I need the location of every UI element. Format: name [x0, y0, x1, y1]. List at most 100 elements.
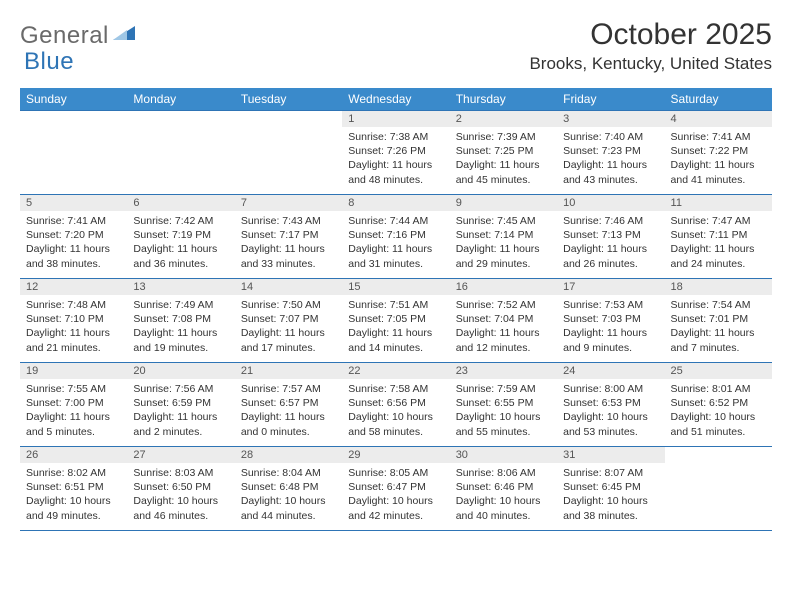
day-details: Sunrise: 8:05 AMSunset: 6:47 PMDaylight:…	[342, 463, 449, 527]
day-details: Sunrise: 7:54 AMSunset: 7:01 PMDaylight:…	[665, 295, 772, 359]
calendar-cell: 25Sunrise: 8:01 AMSunset: 6:52 PMDayligh…	[665, 363, 772, 447]
calendar-cell: 16Sunrise: 7:52 AMSunset: 7:04 PMDayligh…	[450, 279, 557, 363]
day-number: 28	[235, 447, 342, 463]
calendar-cell: 12Sunrise: 7:48 AMSunset: 7:10 PMDayligh…	[20, 279, 127, 363]
calendar-table: SundayMondayTuesdayWednesdayThursdayFrid…	[20, 88, 772, 531]
day-number: 15	[342, 279, 449, 295]
calendar-cell: 5Sunrise: 7:41 AMSunset: 7:20 PMDaylight…	[20, 195, 127, 279]
calendar-cell: 10Sunrise: 7:46 AMSunset: 7:13 PMDayligh…	[557, 195, 664, 279]
day-details: Sunrise: 8:07 AMSunset: 6:45 PMDaylight:…	[557, 463, 664, 527]
calendar-cell: 28Sunrise: 8:04 AMSunset: 6:48 PMDayligh…	[235, 447, 342, 531]
day-number: 25	[665, 363, 772, 379]
calendar-cell: 19Sunrise: 7:55 AMSunset: 7:00 PMDayligh…	[20, 363, 127, 447]
day-details: Sunrise: 7:52 AMSunset: 7:04 PMDaylight:…	[450, 295, 557, 359]
day-details: Sunrise: 7:41 AMSunset: 7:20 PMDaylight:…	[20, 211, 127, 275]
calendar-cell: 21Sunrise: 7:57 AMSunset: 6:57 PMDayligh…	[235, 363, 342, 447]
day-details: Sunrise: 8:01 AMSunset: 6:52 PMDaylight:…	[665, 379, 772, 443]
day-details: Sunrise: 7:48 AMSunset: 7:10 PMDaylight:…	[20, 295, 127, 359]
weekday-header: Saturday	[665, 88, 772, 111]
calendar-cell: 3Sunrise: 7:40 AMSunset: 7:23 PMDaylight…	[557, 111, 664, 195]
day-details: Sunrise: 7:53 AMSunset: 7:03 PMDaylight:…	[557, 295, 664, 359]
day-details: Sunrise: 7:45 AMSunset: 7:14 PMDaylight:…	[450, 211, 557, 275]
calendar-cell: 30Sunrise: 8:06 AMSunset: 6:46 PMDayligh…	[450, 447, 557, 531]
calendar-cell: 1Sunrise: 7:38 AMSunset: 7:26 PMDaylight…	[342, 111, 449, 195]
day-details: Sunrise: 7:38 AMSunset: 7:26 PMDaylight:…	[342, 127, 449, 191]
day-number: 5	[20, 195, 127, 211]
day-number: 27	[127, 447, 234, 463]
day-number: 16	[450, 279, 557, 295]
weekday-header: Wednesday	[342, 88, 449, 111]
calendar-cell: 14Sunrise: 7:50 AMSunset: 7:07 PMDayligh…	[235, 279, 342, 363]
calendar-cell: 22Sunrise: 7:58 AMSunset: 6:56 PMDayligh…	[342, 363, 449, 447]
day-details: Sunrise: 8:03 AMSunset: 6:50 PMDaylight:…	[127, 463, 234, 527]
calendar-cell: 15Sunrise: 7:51 AMSunset: 7:05 PMDayligh…	[342, 279, 449, 363]
day-details: Sunrise: 7:55 AMSunset: 7:00 PMDaylight:…	[20, 379, 127, 443]
day-number: 23	[450, 363, 557, 379]
calendar-cell: 13Sunrise: 7:49 AMSunset: 7:08 PMDayligh…	[127, 279, 234, 363]
calendar-cell	[127, 111, 234, 195]
weekday-header: Monday	[127, 88, 234, 111]
weekday-header: Tuesday	[235, 88, 342, 111]
day-details: Sunrise: 8:04 AMSunset: 6:48 PMDaylight:…	[235, 463, 342, 527]
calendar-cell: 17Sunrise: 7:53 AMSunset: 7:03 PMDayligh…	[557, 279, 664, 363]
day-details: Sunrise: 8:06 AMSunset: 6:46 PMDaylight:…	[450, 463, 557, 527]
day-number: 1	[342, 111, 449, 127]
calendar-cell	[235, 111, 342, 195]
day-number: 8	[342, 195, 449, 211]
day-details: Sunrise: 7:46 AMSunset: 7:13 PMDaylight:…	[557, 211, 664, 275]
day-number: 17	[557, 279, 664, 295]
calendar-cell: 11Sunrise: 7:47 AMSunset: 7:11 PMDayligh…	[665, 195, 772, 279]
day-number: 14	[235, 279, 342, 295]
day-details: Sunrise: 7:39 AMSunset: 7:25 PMDaylight:…	[450, 127, 557, 191]
calendar-cell: 20Sunrise: 7:56 AMSunset: 6:59 PMDayligh…	[127, 363, 234, 447]
calendar-cell	[665, 447, 772, 531]
day-number: 29	[342, 447, 449, 463]
day-number: 4	[665, 111, 772, 127]
logo-text-blue: Blue	[24, 48, 74, 75]
weekday-header: Friday	[557, 88, 664, 111]
day-number: 11	[665, 195, 772, 211]
calendar-cell: 31Sunrise: 8:07 AMSunset: 6:45 PMDayligh…	[557, 447, 664, 531]
day-details: Sunrise: 7:59 AMSunset: 6:55 PMDaylight:…	[450, 379, 557, 443]
calendar-header-row: SundayMondayTuesdayWednesdayThursdayFrid…	[20, 88, 772, 111]
calendar-cell: 2Sunrise: 7:39 AMSunset: 7:25 PMDaylight…	[450, 111, 557, 195]
day-details: Sunrise: 7:44 AMSunset: 7:16 PMDaylight:…	[342, 211, 449, 275]
day-number: 3	[557, 111, 664, 127]
day-details: Sunrise: 7:57 AMSunset: 6:57 PMDaylight:…	[235, 379, 342, 443]
calendar-cell: 24Sunrise: 8:00 AMSunset: 6:53 PMDayligh…	[557, 363, 664, 447]
calendar-cell: 27Sunrise: 8:03 AMSunset: 6:50 PMDayligh…	[127, 447, 234, 531]
page-title: October 2025	[529, 18, 772, 52]
day-details: Sunrise: 7:40 AMSunset: 7:23 PMDaylight:…	[557, 127, 664, 191]
weekday-header: Sunday	[20, 88, 127, 111]
calendar-cell: 18Sunrise: 7:54 AMSunset: 7:01 PMDayligh…	[665, 279, 772, 363]
calendar-cell	[20, 111, 127, 195]
logo: General	[20, 22, 139, 50]
header: General October 2025 Brooks, Kentucky, U…	[20, 18, 772, 74]
day-details: Sunrise: 7:41 AMSunset: 7:22 PMDaylight:…	[665, 127, 772, 191]
day-number: 7	[235, 195, 342, 211]
day-details: Sunrise: 7:51 AMSunset: 7:05 PMDaylight:…	[342, 295, 449, 359]
day-number: 19	[20, 363, 127, 379]
day-number: 10	[557, 195, 664, 211]
day-details: Sunrise: 7:42 AMSunset: 7:19 PMDaylight:…	[127, 211, 234, 275]
logo-text-general: General	[20, 22, 109, 50]
day-number: 31	[557, 447, 664, 463]
day-number: 12	[20, 279, 127, 295]
day-number: 13	[127, 279, 234, 295]
day-number: 2	[450, 111, 557, 127]
calendar-cell: 26Sunrise: 8:02 AMSunset: 6:51 PMDayligh…	[20, 447, 127, 531]
day-number: 22	[342, 363, 449, 379]
calendar-cell: 6Sunrise: 7:42 AMSunset: 7:19 PMDaylight…	[127, 195, 234, 279]
day-details: Sunrise: 7:47 AMSunset: 7:11 PMDaylight:…	[665, 211, 772, 275]
calendar-cell: 29Sunrise: 8:05 AMSunset: 6:47 PMDayligh…	[342, 447, 449, 531]
triangle-icon	[113, 24, 137, 42]
day-number: 18	[665, 279, 772, 295]
calendar-cell: 23Sunrise: 7:59 AMSunset: 6:55 PMDayligh…	[450, 363, 557, 447]
calendar-cell: 4Sunrise: 7:41 AMSunset: 7:22 PMDaylight…	[665, 111, 772, 195]
day-details: Sunrise: 7:58 AMSunset: 6:56 PMDaylight:…	[342, 379, 449, 443]
calendar-cell: 7Sunrise: 7:43 AMSunset: 7:17 PMDaylight…	[235, 195, 342, 279]
day-details: Sunrise: 7:43 AMSunset: 7:17 PMDaylight:…	[235, 211, 342, 275]
day-number: 24	[557, 363, 664, 379]
calendar-cell: 9Sunrise: 7:45 AMSunset: 7:14 PMDaylight…	[450, 195, 557, 279]
day-details: Sunrise: 7:49 AMSunset: 7:08 PMDaylight:…	[127, 295, 234, 359]
